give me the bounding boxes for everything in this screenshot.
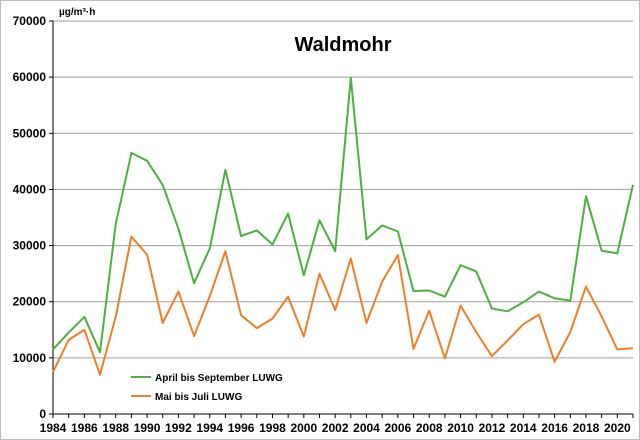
series-line-mai-juli	[52, 235, 634, 376]
x-tick-label: 2016	[541, 421, 568, 435]
legend-label-april-september: April bis September LUWG	[155, 373, 283, 384]
x-tick-label: 2008	[416, 421, 443, 435]
y-tick-label: 20000	[13, 295, 47, 309]
x-tick-label: 1992	[165, 421, 192, 435]
x-tick-label: 2014	[510, 421, 537, 435]
y-tick-label: 60000	[13, 70, 47, 84]
chart-title: Waldmohr	[294, 34, 391, 56]
x-tick-label: 1988	[102, 421, 129, 435]
x-tick-label: 1998	[259, 421, 286, 435]
y-tick-label: 30000	[13, 239, 47, 253]
x-tick-label: 1990	[134, 421, 161, 435]
x-tick-label: 2002	[322, 421, 349, 435]
y-tick-label: 40000	[13, 182, 47, 196]
legend-label-mai-juli: Mai bis Juli LUWG	[155, 392, 242, 403]
x-tick-label: 2010	[447, 421, 474, 435]
x-tick-label: 2004	[353, 421, 380, 435]
y-tick-label: 50000	[13, 126, 47, 140]
x-tick-label: 2000	[290, 421, 317, 435]
x-tick-label: 2012	[479, 421, 506, 435]
legend: April bis September LUWG Mai bis Juli LU…	[126, 365, 306, 407]
series-line-april-september	[52, 76, 634, 354]
unit-label: µg/m³·h	[59, 7, 95, 18]
y-tick-label: 70000	[13, 14, 47, 28]
x-tick-label: 2006	[385, 421, 412, 435]
x-tick-label: 1994	[196, 421, 223, 435]
legend-box	[126, 365, 306, 407]
y-tick-label: 10000	[13, 351, 47, 365]
y-tick-label: 0	[39, 407, 46, 421]
x-tick-label: 1984	[40, 421, 67, 435]
x-tick-label: 2018	[573, 421, 600, 435]
x-tick-label: 2020	[604, 421, 631, 435]
x-tick-label: 1986	[71, 421, 98, 435]
x-tick-label: 1996	[228, 421, 255, 435]
